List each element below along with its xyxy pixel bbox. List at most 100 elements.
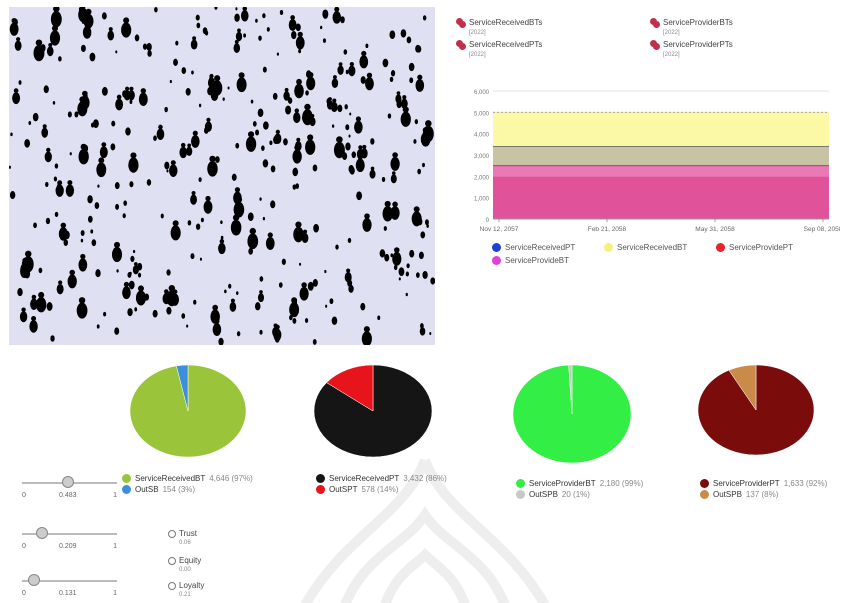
agent-figure bbox=[186, 143, 193, 156]
agent-figure bbox=[13, 18, 18, 26]
agent-figure bbox=[285, 105, 292, 115]
top-legend-item-2[interactable]: ServiceProviderBTs [2022] bbox=[650, 18, 733, 38]
radio-icon[interactable] bbox=[168, 582, 176, 590]
simulation-canvas bbox=[9, 7, 435, 345]
pie-slice-outspt[interactable] bbox=[326, 364, 374, 412]
pie-legend-name: OutSPB bbox=[529, 490, 558, 499]
y-tick-label: 5,000 bbox=[474, 111, 490, 117]
agent-figure bbox=[43, 85, 49, 94]
radio-icon[interactable] bbox=[168, 557, 176, 565]
slider-track[interactable] bbox=[22, 580, 117, 582]
agent-figure bbox=[89, 52, 96, 62]
agent-figure bbox=[422, 270, 428, 279]
pie-slice-outspb[interactable] bbox=[568, 364, 573, 415]
agent-figure bbox=[281, 258, 286, 265]
top-legend-item-4[interactable]: ServiceProviderPTs [2022] bbox=[650, 40, 733, 60]
agent-figure bbox=[332, 7, 342, 24]
pie-legend-row[interactable]: ServiceProviderBT 2,180 (99%) bbox=[516, 478, 643, 489]
agent-figure bbox=[137, 272, 142, 278]
agent-figure bbox=[190, 190, 197, 205]
radio-equity[interactable]: Equity 0.00 bbox=[168, 557, 201, 574]
slider-track[interactable] bbox=[22, 533, 117, 535]
agent-figure bbox=[326, 97, 334, 110]
agent-figure bbox=[236, 72, 247, 93]
agent-figure bbox=[359, 50, 369, 69]
agent-figure bbox=[406, 36, 412, 44]
agent-figure bbox=[390, 201, 400, 220]
agent-figure bbox=[236, 291, 239, 295]
slider-handle[interactable] bbox=[35, 527, 48, 539]
agent-figure bbox=[272, 92, 278, 100]
agent-figure bbox=[186, 324, 189, 328]
agent-figure bbox=[345, 69, 349, 75]
top-legend-item-1[interactable]: ServiceReceivedBTs [2022] bbox=[456, 18, 542, 38]
top-legend-item-3[interactable]: ServiceReceivedPTs [2022] bbox=[456, 40, 542, 60]
agent-figure bbox=[24, 266, 31, 279]
agent-figure bbox=[365, 43, 369, 49]
pie-slice-outsb[interactable] bbox=[176, 364, 189, 412]
agent-figure bbox=[95, 269, 101, 278]
agent-figure bbox=[30, 294, 38, 310]
agent-figure bbox=[228, 283, 232, 289]
agent-figure bbox=[349, 166, 355, 175]
chart-legend-item-3[interactable]: ServiceProvidePT bbox=[716, 243, 793, 252]
agent-figure bbox=[263, 121, 269, 130]
pie-legend-row[interactable]: OutSPB 137 (8%) bbox=[700, 489, 827, 500]
agent-figure bbox=[419, 327, 426, 336]
chart-legend-item-4[interactable]: ServiceProvideBT bbox=[492, 256, 569, 265]
y-tick-label: 3,000 bbox=[474, 154, 490, 160]
agent-figure bbox=[312, 164, 318, 172]
legend-dot bbox=[716, 243, 725, 252]
agent-figure bbox=[287, 97, 293, 104]
agent-figure bbox=[257, 108, 264, 118]
chart-legend-item-1[interactable]: ServiceReceivedPT bbox=[492, 243, 575, 252]
agent-figure bbox=[122, 281, 131, 300]
agent-figure bbox=[292, 184, 297, 190]
agent-figure bbox=[331, 124, 335, 128]
pie-legend-row[interactable]: OutSPB 20 (1%) bbox=[516, 489, 643, 500]
pie-legend-row[interactable]: ServiceReceivedBT 4,646 (97%) bbox=[122, 473, 253, 484]
agent-figure bbox=[409, 249, 415, 258]
agent-figure bbox=[390, 171, 397, 184]
agent-figure bbox=[134, 34, 140, 42]
pie-legend-row[interactable]: ServiceProviderPT 1,633 (92%) bbox=[700, 478, 827, 489]
agent-figure bbox=[69, 152, 72, 156]
slider-handle[interactable] bbox=[28, 574, 41, 586]
radio-loyalty[interactable]: Loyalty 0.21 bbox=[168, 582, 204, 599]
agent-figure bbox=[229, 298, 237, 312]
agent-figure bbox=[269, 140, 273, 146]
agent-figure bbox=[49, 25, 61, 46]
agent-figure bbox=[313, 223, 319, 233]
pie-chart-service-received-pt bbox=[313, 364, 433, 458]
agent-figure bbox=[398, 277, 401, 281]
agent-figure bbox=[382, 58, 389, 68]
agent-figure bbox=[360, 302, 366, 311]
pie-legend-row[interactable]: OutSB 154 (3%) bbox=[122, 484, 253, 495]
agent-figure bbox=[283, 138, 288, 146]
chart-legend-item-2[interactable]: ServiceReceivedBT bbox=[604, 243, 687, 252]
slider-3[interactable]: 0 0.131 1 bbox=[22, 574, 117, 597]
pie-legend-value: 3,432 (86%) bbox=[403, 474, 447, 483]
radio-icon[interactable] bbox=[168, 530, 176, 538]
pie-legend-4: ServiceProviderPT 1,633 (92%) OutSPB 137 (… bbox=[700, 478, 827, 500]
agent-figure bbox=[115, 94, 124, 111]
agent-figure bbox=[52, 101, 56, 105]
agent-figure bbox=[114, 182, 120, 190]
agent-figure bbox=[230, 214, 242, 236]
pie-slice-outspb[interactable] bbox=[728, 364, 757, 411]
radio-label: Loyalty bbox=[179, 581, 205, 590]
pie-legend-row[interactable]: OutSPT 578 (14%) bbox=[316, 484, 447, 495]
slider-handle[interactable] bbox=[61, 476, 74, 488]
agent-figure bbox=[166, 269, 171, 276]
agent-figure bbox=[111, 120, 116, 127]
pie-legend-row[interactable]: ServiceReceivedPT 3,432 (86%) bbox=[316, 473, 447, 484]
slider-1[interactable]: 0 0.483 1 bbox=[22, 476, 117, 499]
agent-figure bbox=[422, 15, 427, 21]
area-service-provide-pt bbox=[493, 165, 829, 177]
agent-figure bbox=[417, 168, 422, 175]
radio-trust[interactable]: Trust 0.06 bbox=[168, 530, 197, 547]
agent-figure bbox=[115, 50, 118, 54]
agent-figure bbox=[87, 195, 93, 204]
agent-figure bbox=[382, 200, 393, 222]
slider-2[interactable]: 0 0.209 1 bbox=[22, 527, 117, 550]
